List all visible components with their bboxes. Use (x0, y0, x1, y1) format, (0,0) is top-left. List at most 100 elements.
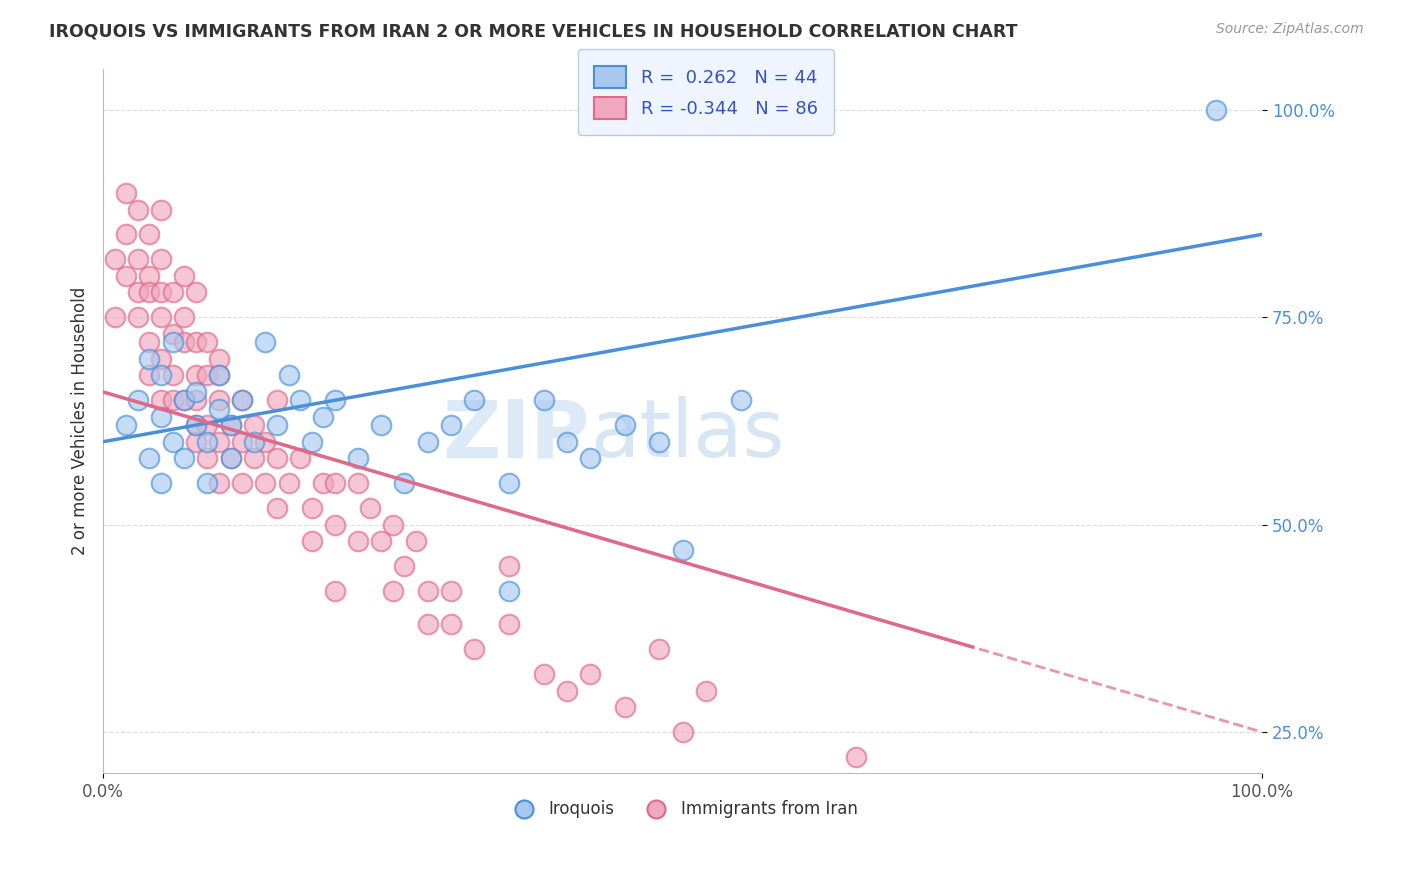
Point (127, 285, 149, 300)
Point (498, 617, 520, 632)
Point (312, 409, 335, 424)
Point (347, 476, 370, 491)
Point (127, 393, 149, 408)
Point (381, 517, 404, 532)
Point (323, 476, 346, 491)
Point (127, 310, 149, 325)
Point (243, 418, 266, 433)
Point (648, 434, 671, 449)
Point (231, 393, 253, 408)
Point (394, 476, 416, 491)
Point (498, 559, 520, 574)
Point (208, 368, 231, 383)
Point (579, 451, 602, 466)
Point (138, 335, 160, 350)
Point (208, 476, 231, 491)
Point (104, 252, 127, 267)
Point (440, 584, 463, 599)
Point (277, 476, 299, 491)
Point (613, 418, 636, 433)
Point (138, 285, 160, 300)
Point (277, 368, 299, 383)
Point (173, 393, 195, 408)
Point (219, 418, 242, 433)
Point (138, 227, 160, 242)
Point (173, 268, 195, 283)
Point (555, 683, 578, 698)
Point (173, 310, 195, 325)
Point (184, 393, 207, 408)
Legend: Iroquois, Immigrants from Iran: Iroquois, Immigrants from Iran (501, 794, 865, 825)
Point (579, 667, 602, 681)
Point (208, 368, 231, 383)
Text: IROQUOIS VS IMMIGRANTS FROM IRAN 2 OR MORE VEHICLES IN HOUSEHOLD CORRELATION CHA: IROQUOIS VS IMMIGRANTS FROM IRAN 2 OR MO… (49, 22, 1018, 40)
Point (730, 393, 752, 408)
Point (323, 517, 346, 532)
Point (243, 451, 266, 466)
Point (197, 335, 219, 350)
Point (440, 418, 463, 433)
Point (184, 418, 207, 433)
Point (115, 268, 138, 283)
Point (104, 310, 127, 325)
Point (463, 393, 485, 408)
Point (416, 434, 439, 449)
Point (115, 418, 138, 433)
Point (301, 534, 323, 549)
Point (1205, 103, 1227, 117)
Text: atlas: atlas (591, 396, 785, 474)
Point (381, 584, 404, 599)
Point (231, 434, 253, 449)
Point (150, 409, 173, 424)
Point (671, 542, 693, 557)
Point (347, 451, 370, 466)
Point (347, 534, 370, 549)
Point (533, 667, 555, 681)
Point (162, 434, 184, 449)
Point (648, 642, 671, 657)
Point (288, 451, 311, 466)
Point (219, 451, 242, 466)
Point (138, 268, 160, 283)
Point (288, 393, 311, 408)
Y-axis label: 2 or more Vehicles in Household: 2 or more Vehicles in Household (72, 287, 89, 555)
Point (416, 584, 439, 599)
Point (845, 749, 868, 764)
Point (162, 335, 184, 350)
Text: ZIP: ZIP (443, 396, 591, 474)
Point (219, 451, 242, 466)
Point (323, 584, 346, 599)
Point (301, 434, 323, 449)
Point (208, 401, 231, 416)
Point (162, 285, 184, 300)
Point (231, 476, 253, 491)
Point (555, 434, 578, 449)
Point (254, 434, 277, 449)
Point (301, 501, 323, 516)
Point (184, 384, 207, 399)
Point (184, 418, 207, 433)
Point (208, 351, 231, 366)
Point (370, 534, 392, 549)
Point (671, 725, 693, 739)
Point (416, 617, 439, 632)
Point (312, 476, 335, 491)
Point (184, 335, 207, 350)
Point (197, 434, 219, 449)
Point (138, 451, 160, 466)
Point (127, 202, 149, 217)
Point (184, 368, 207, 383)
Point (219, 418, 242, 433)
Point (197, 418, 219, 433)
Point (150, 476, 173, 491)
Point (266, 418, 288, 433)
Point (138, 368, 160, 383)
Point (150, 393, 173, 408)
Point (370, 418, 392, 433)
Point (150, 285, 173, 300)
Point (208, 393, 231, 408)
Point (266, 393, 288, 408)
Point (197, 476, 219, 491)
Point (197, 368, 219, 383)
Point (359, 501, 381, 516)
